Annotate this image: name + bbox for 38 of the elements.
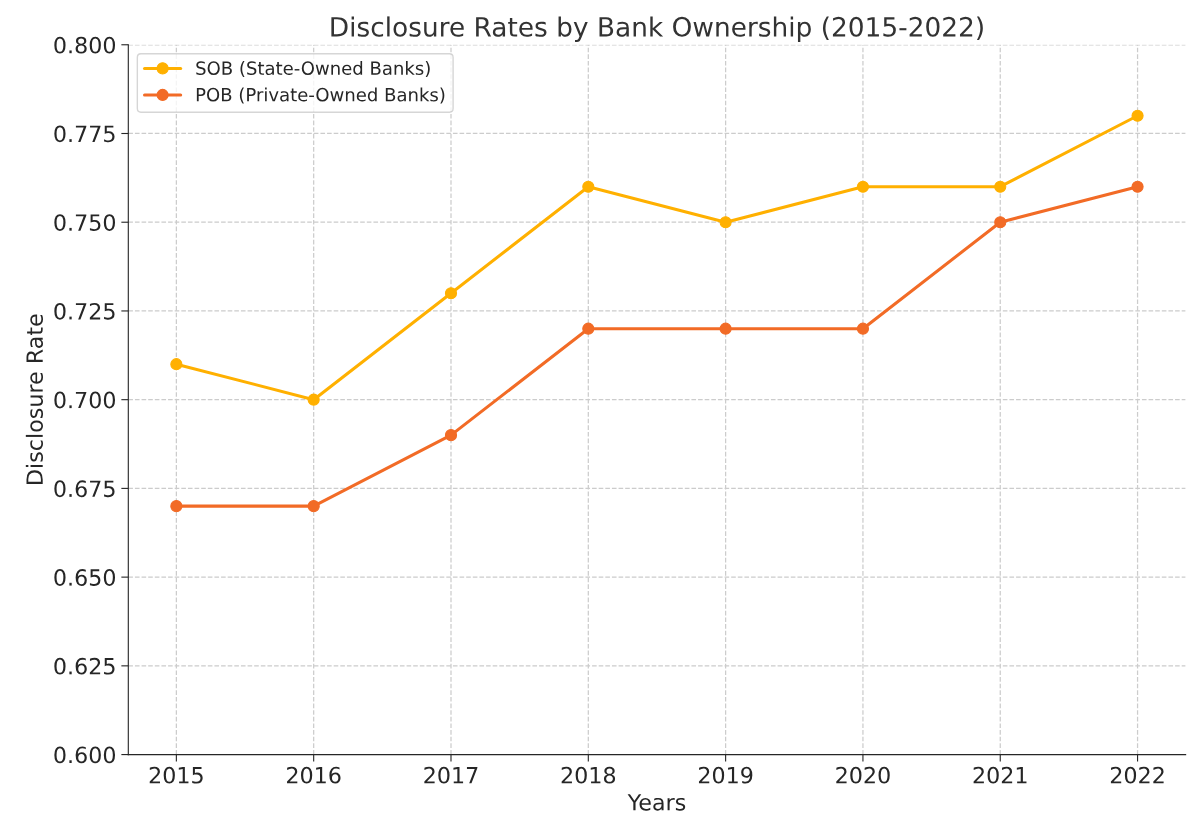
point	[856, 180, 870, 193]
point	[994, 216, 1007, 229]
y-tick-label: 0.700	[54, 391, 116, 409]
legend-label: POB (Private-Owned Banks)	[196, 87, 445, 104]
point	[582, 322, 595, 335]
legend-label: SOB (State-Owned Banks)	[196, 61, 430, 78]
x-axis-title: Years	[627, 794, 686, 811]
y-tick-label: 0.600	[54, 746, 116, 764]
x-tick-label: 2019	[698, 766, 753, 784]
x-tick-label: 2021	[973, 766, 1027, 784]
x-tick-label: 2022	[1110, 766, 1164, 784]
y-tick-label: 0.675	[54, 480, 115, 498]
point	[307, 500, 320, 513]
point	[444, 287, 458, 300]
x-tick-label: 2020	[836, 766, 890, 784]
point	[170, 358, 183, 371]
x-tick-label: 2017	[424, 766, 478, 784]
point	[719, 216, 732, 229]
y-tick-label: 0.750	[54, 214, 116, 231]
point	[719, 322, 732, 335]
point	[856, 322, 870, 335]
y-tick-label: 0.625	[54, 657, 115, 675]
y-tick-label: 0.800	[54, 36, 116, 54]
point	[444, 429, 458, 442]
y-axis-title: Disclosure Rate	[25, 314, 44, 484]
point	[307, 393, 320, 406]
y-tick-label: 0.725	[54, 302, 115, 320]
point	[994, 180, 1007, 193]
point	[1131, 109, 1144, 122]
y-tick-label: 0.775	[54, 125, 115, 143]
point	[582, 180, 595, 193]
x-tick-label: 2016	[287, 766, 341, 784]
x-tick-label: 2015	[149, 766, 203, 784]
point	[170, 500, 183, 513]
y-tick-label: 0.650	[54, 569, 116, 586]
point	[1131, 180, 1144, 193]
x-tick-label: 2018	[561, 766, 616, 784]
chart-title: Disclosure Rates by Bank Ownership (2015-2022)	[331, 16, 983, 42]
